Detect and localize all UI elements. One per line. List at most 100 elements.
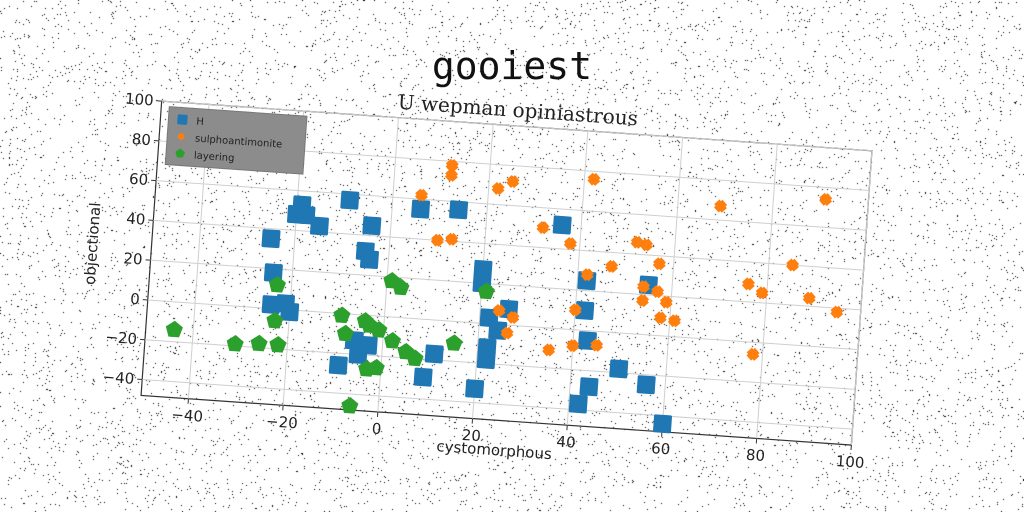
- x-point: [819, 192, 833, 207]
- x-point: [500, 326, 514, 340]
- x-point: [506, 175, 520, 189]
- square-point: [340, 190, 360, 210]
- y-grid-line: [156, 180, 867, 231]
- y-grid-line: [142, 378, 853, 430]
- y-tick-label: 80: [131, 130, 151, 149]
- data-points: [165, 158, 844, 434]
- x-point: [590, 338, 604, 352]
- x-point: [605, 259, 619, 274]
- x-point: [755, 286, 769, 300]
- legend-marker: [177, 114, 188, 125]
- square-point: [296, 205, 316, 225]
- pentagon-point: [367, 358, 385, 376]
- x-grid-line: [850, 150, 873, 446]
- x-point: [506, 310, 520, 325]
- square-point: [309, 216, 329, 236]
- x-tick-label: 40: [556, 432, 576, 451]
- x-tick-label: 60: [651, 439, 671, 458]
- x-point: [563, 237, 577, 251]
- square-point: [411, 199, 431, 219]
- square-point: [579, 377, 599, 397]
- x-point: [492, 303, 506, 318]
- x-point: [802, 291, 816, 305]
- x-point: [639, 238, 654, 252]
- square-point: [280, 302, 300, 322]
- y-tick-label: 60: [128, 170, 148, 189]
- pentagon-point: [226, 335, 244, 352]
- figure-suptitle: gooiest: [431, 44, 593, 88]
- y-tick-label: −20: [105, 328, 138, 348]
- x-point: [650, 285, 665, 299]
- y-grid-line: [153, 219, 864, 271]
- legend-box: [164, 106, 308, 175]
- pentagon-point: [333, 306, 351, 324]
- x-point: [414, 188, 429, 202]
- x-point: [746, 347, 760, 361]
- axis-ticks: −40 −20 0 20 40 60 80 100 −40 −20 0 20 40 60 80 100: [102, 90, 865, 472]
- pentagon-point: [268, 276, 286, 293]
- square-point: [465, 379, 485, 399]
- legend-marker: [177, 132, 185, 141]
- x-point: [430, 233, 444, 247]
- x-point: [445, 158, 459, 172]
- chart-title: U wepman opiniastrous: [397, 90, 639, 131]
- x-axis-label: cystomorphous: [436, 437, 553, 463]
- x-point: [653, 311, 667, 325]
- x-point: [491, 181, 505, 196]
- square-point: [362, 216, 382, 236]
- y-tick-label: 20: [123, 249, 143, 268]
- x-point: [652, 257, 666, 271]
- pentagon-point: [383, 331, 402, 349]
- pentagon-point: [445, 334, 463, 351]
- x-point: [635, 294, 650, 308]
- x-tick-label: 80: [745, 446, 765, 465]
- legend-marker: [175, 148, 185, 158]
- x-grid-line: [661, 137, 684, 432]
- x-point: [713, 199, 728, 213]
- square-point: [552, 215, 572, 235]
- square-point: [449, 200, 469, 220]
- y-grid-line: [144, 339, 856, 390]
- pentagon-point: [336, 324, 354, 342]
- legend-label: layering: [194, 150, 235, 164]
- pentagon-point: [406, 349, 424, 367]
- pentagon-point: [341, 396, 359, 414]
- x-tick-label: 100: [835, 452, 865, 472]
- x-point: [580, 268, 594, 282]
- square-point: [424, 344, 444, 364]
- y-axis-label: objectional: [81, 202, 105, 285]
- x-point: [785, 258, 800, 272]
- x-point: [444, 168, 459, 182]
- pentagon-point: [266, 311, 284, 329]
- pentagon-point: [370, 321, 388, 338]
- x-grid-line: [566, 130, 589, 426]
- pentagon-point: [269, 336, 287, 353]
- y-tick-label: 40: [126, 210, 146, 229]
- pentagon-point: [392, 278, 410, 296]
- square-point: [359, 249, 379, 270]
- x-point: [830, 305, 844, 319]
- square-point: [413, 367, 433, 387]
- x-point: [659, 295, 673, 309]
- x-point: [636, 280, 651, 294]
- x-tick-label: 0: [371, 420, 382, 439]
- square-point: [358, 335, 378, 355]
- y-tick-label: −40: [102, 368, 135, 388]
- pentagon-point: [477, 282, 495, 300]
- x-point: [445, 232, 459, 246]
- x-tick-label: −40: [171, 406, 204, 426]
- square-point: [652, 414, 673, 434]
- square-point: [636, 375, 656, 395]
- x-tick-label: −20: [266, 412, 299, 432]
- square-point: [261, 295, 281, 315]
- x-point: [568, 303, 582, 317]
- y-grid-line: [161, 100, 872, 152]
- pentagon-point: [165, 320, 183, 338]
- square-point: [568, 394, 588, 414]
- square-point: [328, 355, 348, 375]
- y-tick-label: 100: [124, 90, 154, 110]
- square-point: [261, 229, 281, 249]
